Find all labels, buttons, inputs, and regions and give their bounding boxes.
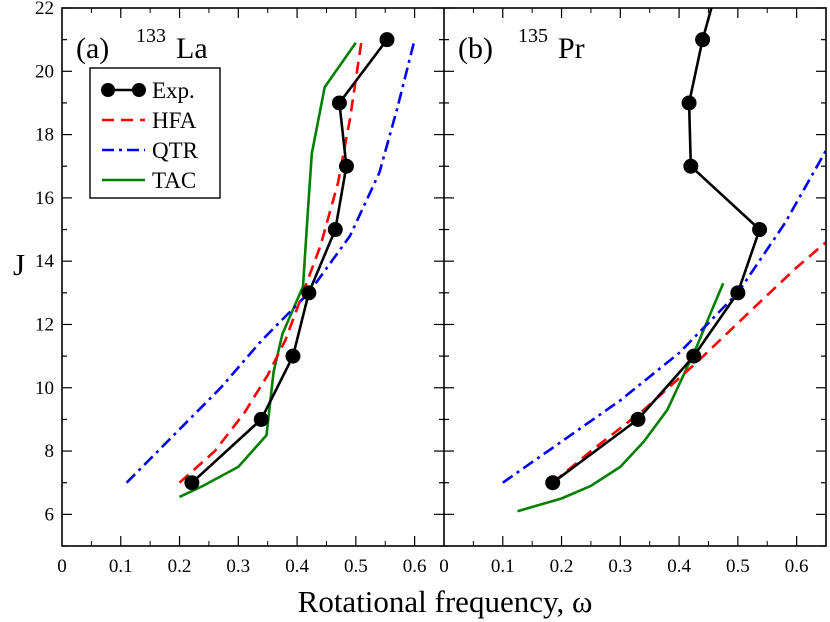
panel-nucleus: La	[176, 32, 208, 65]
panel-a: 0 0.1 0.2 0.3 0.4 0.5 0.6 6 8 10 12 14 16 18 20 22 (a) 13…	[35, 0, 444, 577]
data-point	[752, 222, 768, 238]
series-line-exp	[191, 38, 389, 484]
legend: Exp. HFA QTR TAC	[89, 67, 221, 199]
data-point	[331, 95, 347, 111]
data-point	[327, 222, 343, 238]
y-tick-label: 10	[35, 378, 54, 399]
y-tick-label: 12	[35, 314, 54, 335]
x-tick-label: 0.3	[226, 556, 250, 577]
y-tick-label: 18	[35, 125, 54, 146]
data-point	[379, 32, 395, 48]
data-point	[184, 475, 200, 491]
data-point	[338, 158, 354, 174]
data-point	[630, 411, 646, 427]
panel-mass-number: 133	[136, 25, 166, 47]
data-point	[545, 475, 561, 491]
data-point	[681, 95, 697, 111]
panel-mass-number: 135	[518, 25, 548, 47]
legend-marker	[101, 83, 115, 97]
data-point	[730, 285, 746, 301]
y-tick-label: 14	[35, 251, 55, 272]
data-point	[695, 32, 711, 48]
x-tick-label: 0.2	[550, 556, 574, 577]
x-tick-label: 0.5	[344, 556, 368, 577]
legend-label: TAC	[152, 168, 196, 193]
legend-label: HFA	[152, 108, 197, 133]
x-tick-label: 0.1	[491, 556, 515, 577]
x-tick-label: 0	[57, 556, 67, 577]
data-point	[686, 348, 702, 364]
y-axis-title: J	[13, 247, 25, 282]
data-point	[683, 158, 699, 174]
series-line-hfa	[551, 241, 826, 484]
series-group	[502, 8, 826, 513]
panel-label: (a)	[76, 32, 109, 65]
data-point	[301, 285, 317, 301]
y-tick-label: 6	[45, 504, 55, 525]
legend-marker	[132, 83, 146, 97]
x-tick-label: 0.6	[403, 556, 427, 577]
series-line-exp	[551, 8, 762, 484]
data-point	[253, 411, 269, 427]
frame	[61, 7, 827, 547]
panel-label: (b)	[458, 32, 493, 65]
y-tick-label: 16	[35, 188, 54, 209]
data-point	[285, 348, 301, 364]
x-tick-label: 0.5	[726, 556, 750, 577]
panel-b: 0 0.1 0.2 0.3 0.4 0.5 0.6 (b) 135 Pr	[439, 7, 826, 577]
legend-label: QTR	[152, 138, 199, 163]
x-tick-label: 0.2	[168, 556, 192, 577]
x-tick-label: 0.1	[109, 556, 133, 577]
x-tick-label: 0.4	[285, 556, 309, 577]
y-tick-label: 20	[35, 61, 54, 82]
axis-titles: Rotational frequency, ω J	[13, 247, 592, 619]
x-axis-title: Rotational frequency, ω	[298, 584, 593, 619]
x-tick-label: 0.6	[785, 556, 809, 577]
series-line-tac	[178, 42, 357, 499]
x-tick-label: 0.4	[667, 556, 691, 577]
x-tick-label: 0.3	[608, 556, 632, 577]
panel-nucleus: Pr	[558, 32, 585, 65]
y-tick-label: 8	[45, 441, 55, 462]
series-line-qtr	[502, 149, 826, 484]
legend-label: Exp.	[152, 78, 195, 103]
series-line-tac	[517, 282, 725, 513]
x-tick-label: 0	[439, 556, 449, 577]
y-tick-label: 22	[35, 0, 54, 19]
series-group	[125, 32, 416, 499]
